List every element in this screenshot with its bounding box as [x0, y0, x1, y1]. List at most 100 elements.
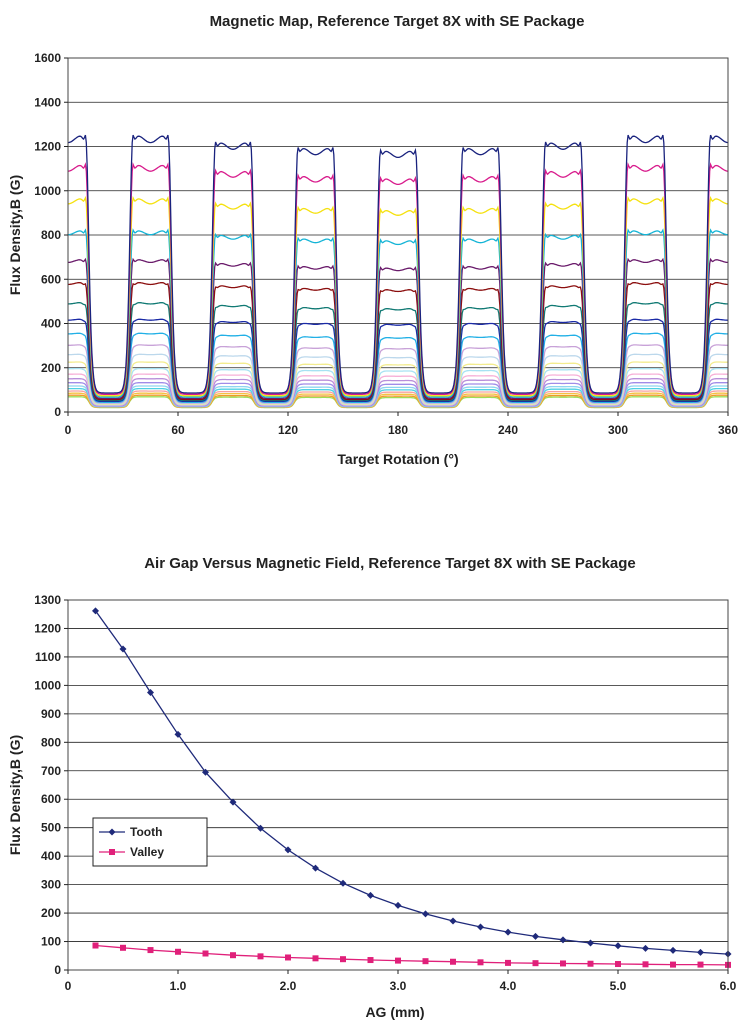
chart2-y-tick-label: 500: [41, 821, 61, 835]
chart2-point-tooth: [202, 768, 209, 776]
chart2-point-valley: [532, 960, 539, 967]
chart1-x-axis-label: Target Rotation (°): [337, 451, 458, 467]
chart2-point-valley: [587, 960, 594, 967]
chart2-point-tooth: [449, 917, 457, 925]
chart2-y-tick-label: 1000: [34, 678, 61, 692]
chart1-tick-labels: 0 200 400 600 800 1000 1200 1400 1600 0 60 120 180 24…: [34, 51, 738, 437]
chart1-series-line: [67, 134, 729, 394]
chart2-point-tooth: [532, 932, 539, 940]
magnetic-map-chart: Magnetic Map, Reference Target 8X with S…: [7, 13, 738, 467]
chart2-gridlines: [68, 599, 728, 971]
chart2-point-valley: [395, 957, 401, 964]
chart2-x-tick-label: 4.0: [500, 979, 517, 993]
chart1-y-tick-label: 1400: [34, 95, 61, 109]
chart1-y-tick-label: 600: [41, 272, 61, 286]
chart2-x-tick-label: 3.0: [390, 979, 407, 993]
chart2-legend-marker: [108, 828, 116, 836]
chart1-y-tick-label: 0: [54, 405, 61, 419]
chart1-y-tick-label: 200: [41, 361, 61, 375]
chart2-x-tick-label: 5.0: [610, 979, 627, 993]
chart1-series-line: [68, 318, 728, 403]
chart2-y-tick-label: 800: [41, 735, 61, 749]
chart2-point-tooth: [284, 846, 292, 854]
chart2-point-valley: [477, 959, 484, 966]
chart1-series-line: [68, 195, 728, 397]
chart2-y-tick-label: 100: [41, 935, 61, 949]
chart1-x-tick-label: 300: [608, 423, 628, 437]
chart2-point-valley: [340, 956, 346, 963]
chart2-point-valley: [642, 961, 649, 968]
chart2-point-valley: [697, 961, 704, 968]
chart1-series-group: [67, 134, 729, 409]
chart2-y-tick-label: 600: [41, 792, 61, 806]
chart2-point-valley: [257, 953, 264, 960]
chart2-legend-label-tooth: Tooth: [130, 825, 162, 839]
chart1-series-line: [68, 396, 728, 409]
chart2-point-tooth: [669, 946, 677, 954]
chart1-y-tick-label: 1200: [34, 140, 61, 154]
chart1-y-tick-label: 1000: [34, 184, 61, 198]
chart2-point-tooth: [147, 689, 154, 696]
chart2-tick-labels: 0 100 200 300 400 500 600 700 800 900 1000 1100 1200…: [34, 593, 736, 993]
chart1-y-tick-label: 800: [41, 228, 61, 242]
chart2-x-axis-label: AG (mm): [365, 1004, 424, 1020]
chart1-series-line: [68, 353, 728, 405]
chart2-point-valley: [92, 942, 99, 949]
chart2-point-tooth: [339, 879, 347, 887]
chart2-y-tick-label: 0: [54, 963, 61, 977]
chart1-series-line: [68, 228, 728, 398]
chart2-point-tooth: [174, 730, 182, 738]
chart2-point-valley: [450, 958, 456, 965]
chart2-point-tooth: [422, 910, 429, 918]
chart1-series-line: [68, 361, 728, 405]
chart2-point-valley: [175, 948, 181, 955]
chart2-point-valley: [230, 952, 236, 959]
chart2-point-valley: [202, 950, 209, 957]
chart2-y-tick-label: 400: [41, 849, 61, 863]
chart2-series-group: [92, 607, 732, 968]
chart2-legend-marker: [109, 849, 115, 855]
chart1-y-axis-label: Flux Density,B (G): [7, 175, 23, 295]
chart2-point-tooth: [229, 798, 237, 806]
chart2-point-valley: [120, 944, 126, 951]
chart2-x-tick-label: 1.0: [170, 979, 187, 993]
chart2-point-tooth: [477, 923, 484, 931]
chart2-series-line-valley: [95, 944, 729, 966]
chart2-x-tick-label: 6.0: [720, 979, 737, 993]
chart1-gridlines: [68, 57, 728, 413]
chart2-point-tooth: [367, 891, 374, 899]
chart1-x-tick-label: 60: [171, 423, 185, 437]
chart2-point-tooth: [257, 824, 264, 832]
chart2-point-tooth: [587, 939, 594, 947]
chart1-series-line: [68, 344, 728, 404]
chart1-x-tick-label: 0: [65, 423, 72, 437]
chart2-legend: Tooth Valley: [92, 817, 208, 867]
chart2-point-valley: [505, 959, 511, 966]
chart2-point-valley: [147, 947, 154, 954]
chart2-y-tick-label: 900: [41, 707, 61, 721]
chart2-point-valley: [312, 955, 319, 962]
chart1-series-line: [67, 162, 729, 395]
chart2-point-valley: [670, 961, 676, 968]
chart2-point-tooth: [642, 944, 649, 952]
chart1-x-tick-label: 180: [388, 423, 408, 437]
chart2-point-tooth: [119, 645, 127, 653]
chart2-y-tick-label: 700: [41, 764, 61, 778]
air-gap-chart: Air Gap Versus Magnetic Field, Reference…: [7, 555, 737, 1020]
chart2-point-tooth: [394, 901, 402, 909]
chart2-point-valley: [422, 958, 429, 965]
chart2-point-valley: [367, 957, 374, 964]
chart2-y-tick-label: 300: [41, 878, 61, 892]
chart2-point-valley: [560, 960, 566, 967]
chart2-point-tooth: [92, 607, 99, 615]
chart1-title: Magnetic Map, Reference Target 8X with S…: [210, 13, 585, 30]
chart2-point-valley: [285, 954, 291, 961]
chart2-point-tooth: [614, 942, 622, 950]
chart2-y-tick-label: 1100: [35, 650, 61, 664]
chart2-y-tick-label: 1300: [34, 593, 61, 607]
chart2-point-tooth: [697, 948, 704, 956]
chart2-legend-box: [92, 817, 208, 867]
chart2-point-tooth: [312, 864, 319, 872]
chart2-title: Air Gap Versus Magnetic Field, Reference…: [144, 555, 636, 572]
